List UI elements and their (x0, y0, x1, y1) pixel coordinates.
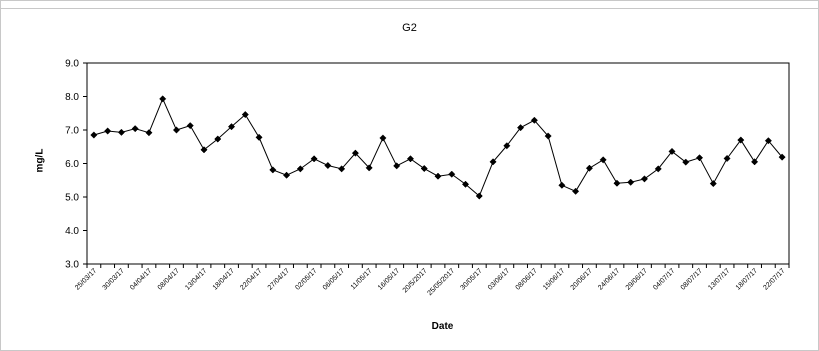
data-point (283, 171, 291, 179)
y-tick-label: 3.0 (65, 260, 79, 271)
data-point (117, 128, 125, 136)
data-point (338, 165, 346, 173)
data-point (530, 116, 538, 124)
data-point (737, 136, 745, 144)
data-point (654, 165, 662, 173)
data-point (420, 164, 428, 173)
data-point (709, 180, 717, 188)
y-tick-label: 4.0 (65, 226, 79, 237)
data-point (365, 164, 373, 172)
data-point (517, 124, 525, 132)
x-tick-label: 13/07/17 (707, 267, 731, 291)
data-point (585, 164, 593, 172)
data-point (255, 133, 263, 141)
data-point (145, 129, 153, 137)
x-tick-label: 16/05/17 (377, 267, 401, 291)
x-tick-label: 29/06/17 (625, 267, 649, 291)
data-point (393, 162, 401, 170)
x-tick-label: 20/5/2017 (402, 267, 429, 294)
data-point (751, 158, 759, 166)
data-point (599, 156, 607, 164)
data-point (310, 155, 318, 163)
x-tick-label: 04/07/17 (652, 267, 676, 291)
x-tick-label: 18/04/17 (212, 267, 236, 291)
data-point (241, 111, 249, 119)
data-point (159, 95, 167, 103)
data-point (324, 161, 332, 170)
x-tick-label: 03/06/17 (487, 267, 511, 291)
x-tick-label: 25/03/17 (74, 267, 98, 291)
data-point (489, 158, 497, 166)
data-point (668, 147, 676, 155)
data-point (448, 170, 456, 178)
x-tick-label: 08/06/17 (515, 267, 539, 291)
x-tick-label: 11/05/17 (350, 267, 374, 291)
data-point (406, 155, 415, 163)
x-tick-label: 15/06/17 (542, 267, 566, 291)
series-line (93, 97, 783, 197)
data-point (90, 131, 98, 139)
data-point (544, 132, 552, 140)
data-point (682, 158, 690, 166)
data-point (269, 166, 277, 174)
data-point (778, 153, 786, 161)
y-tick-label: 6.0 (65, 159, 79, 170)
data-point (351, 149, 359, 157)
x-tick-label: 25/05/2017 (426, 267, 456, 297)
x-tick-label: 13/04/17 (184, 267, 208, 291)
y-tick-label: 7.0 (65, 126, 79, 137)
data-point (695, 154, 704, 162)
data-point (172, 126, 181, 134)
data-point (379, 134, 387, 142)
x-tick-label: 08/07/17 (680, 267, 704, 291)
x-tick-label: 20/06/17 (570, 267, 594, 291)
data-point (214, 135, 222, 143)
x-tick-label: 02/05/17 (294, 267, 318, 291)
data-point (503, 142, 511, 150)
data-point (434, 172, 442, 180)
data-point (764, 137, 772, 145)
data-point (200, 146, 208, 154)
data-point (613, 179, 621, 187)
x-tick-label: 06/05/17 (322, 267, 346, 291)
x-tick-label: 08/04/17 (157, 267, 181, 291)
x-tick-label: 30/03/17 (102, 267, 126, 291)
x-tick-label: 22/04/17 (239, 267, 263, 291)
data-point (131, 125, 139, 133)
x-axis-label: Date (431, 321, 454, 332)
data-point (572, 187, 580, 195)
data-point (227, 123, 236, 131)
data-point (475, 192, 483, 200)
data-point (104, 127, 112, 135)
chart-title: G2 (402, 22, 417, 34)
data-point (558, 181, 566, 189)
x-tick-label: 22/07/17 (762, 267, 786, 291)
y-tick-label: 5.0 (65, 193, 79, 204)
y-tick-label: 9.0 (65, 59, 79, 70)
data-point (627, 178, 635, 186)
x-tick-label: 27/04/17 (267, 267, 291, 291)
x-tick-label: 30/05/17 (459, 267, 483, 291)
data-point (640, 175, 649, 183)
data-point (186, 122, 194, 130)
data-point (461, 180, 470, 188)
x-tick-label: 04/04/17 (129, 267, 153, 291)
x-tick-label: 24/06/17 (597, 267, 621, 291)
y-tick-label: 8.0 (65, 92, 79, 103)
data-point (296, 165, 304, 173)
x-tick-label: 18/07/17 (735, 267, 759, 291)
data-point (723, 154, 731, 163)
